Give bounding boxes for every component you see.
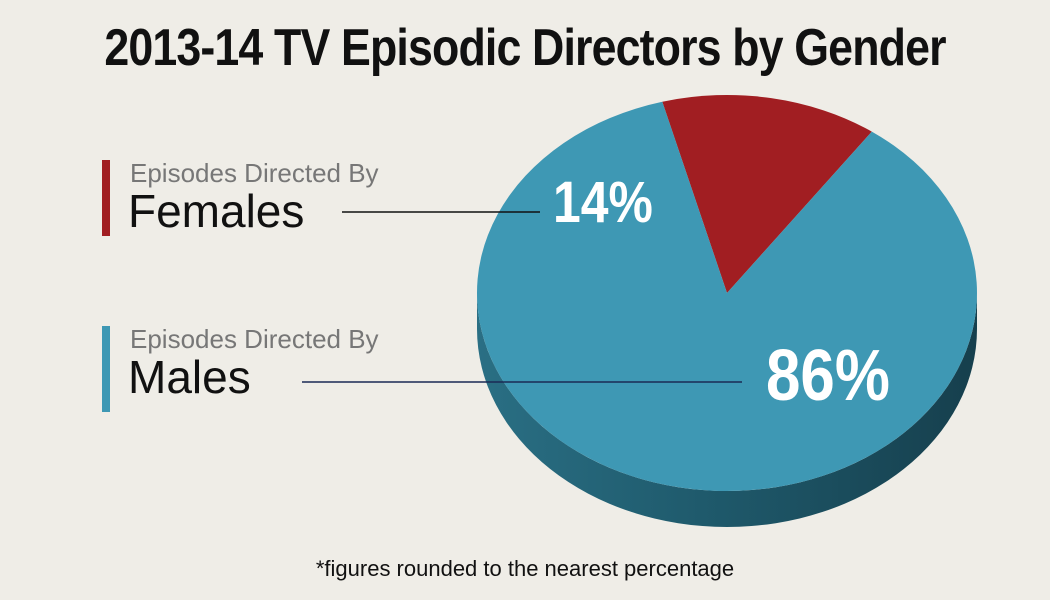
pie-side [477,293,977,527]
pie-slice-males [476,101,977,491]
legend-swatch-females [102,160,110,236]
data-label-females: 14% [553,171,653,235]
pie-slice-females [662,95,872,293]
pie-layer [476,95,977,527]
legend-subtitle-females: Episodes Directed By [130,158,379,188]
legend-label-females: Females [128,185,305,237]
chart-title: 2013-14 TV Episodic Directors by Gender [104,19,946,77]
footnote: *figures rounded to the nearest percenta… [315,556,735,581]
legend-subtitle-males: Episodes Directed By [130,324,379,354]
legend-swatch-males [102,326,110,412]
legend-label-males: Males [128,351,251,403]
data-label-males: 86% [766,336,890,416]
